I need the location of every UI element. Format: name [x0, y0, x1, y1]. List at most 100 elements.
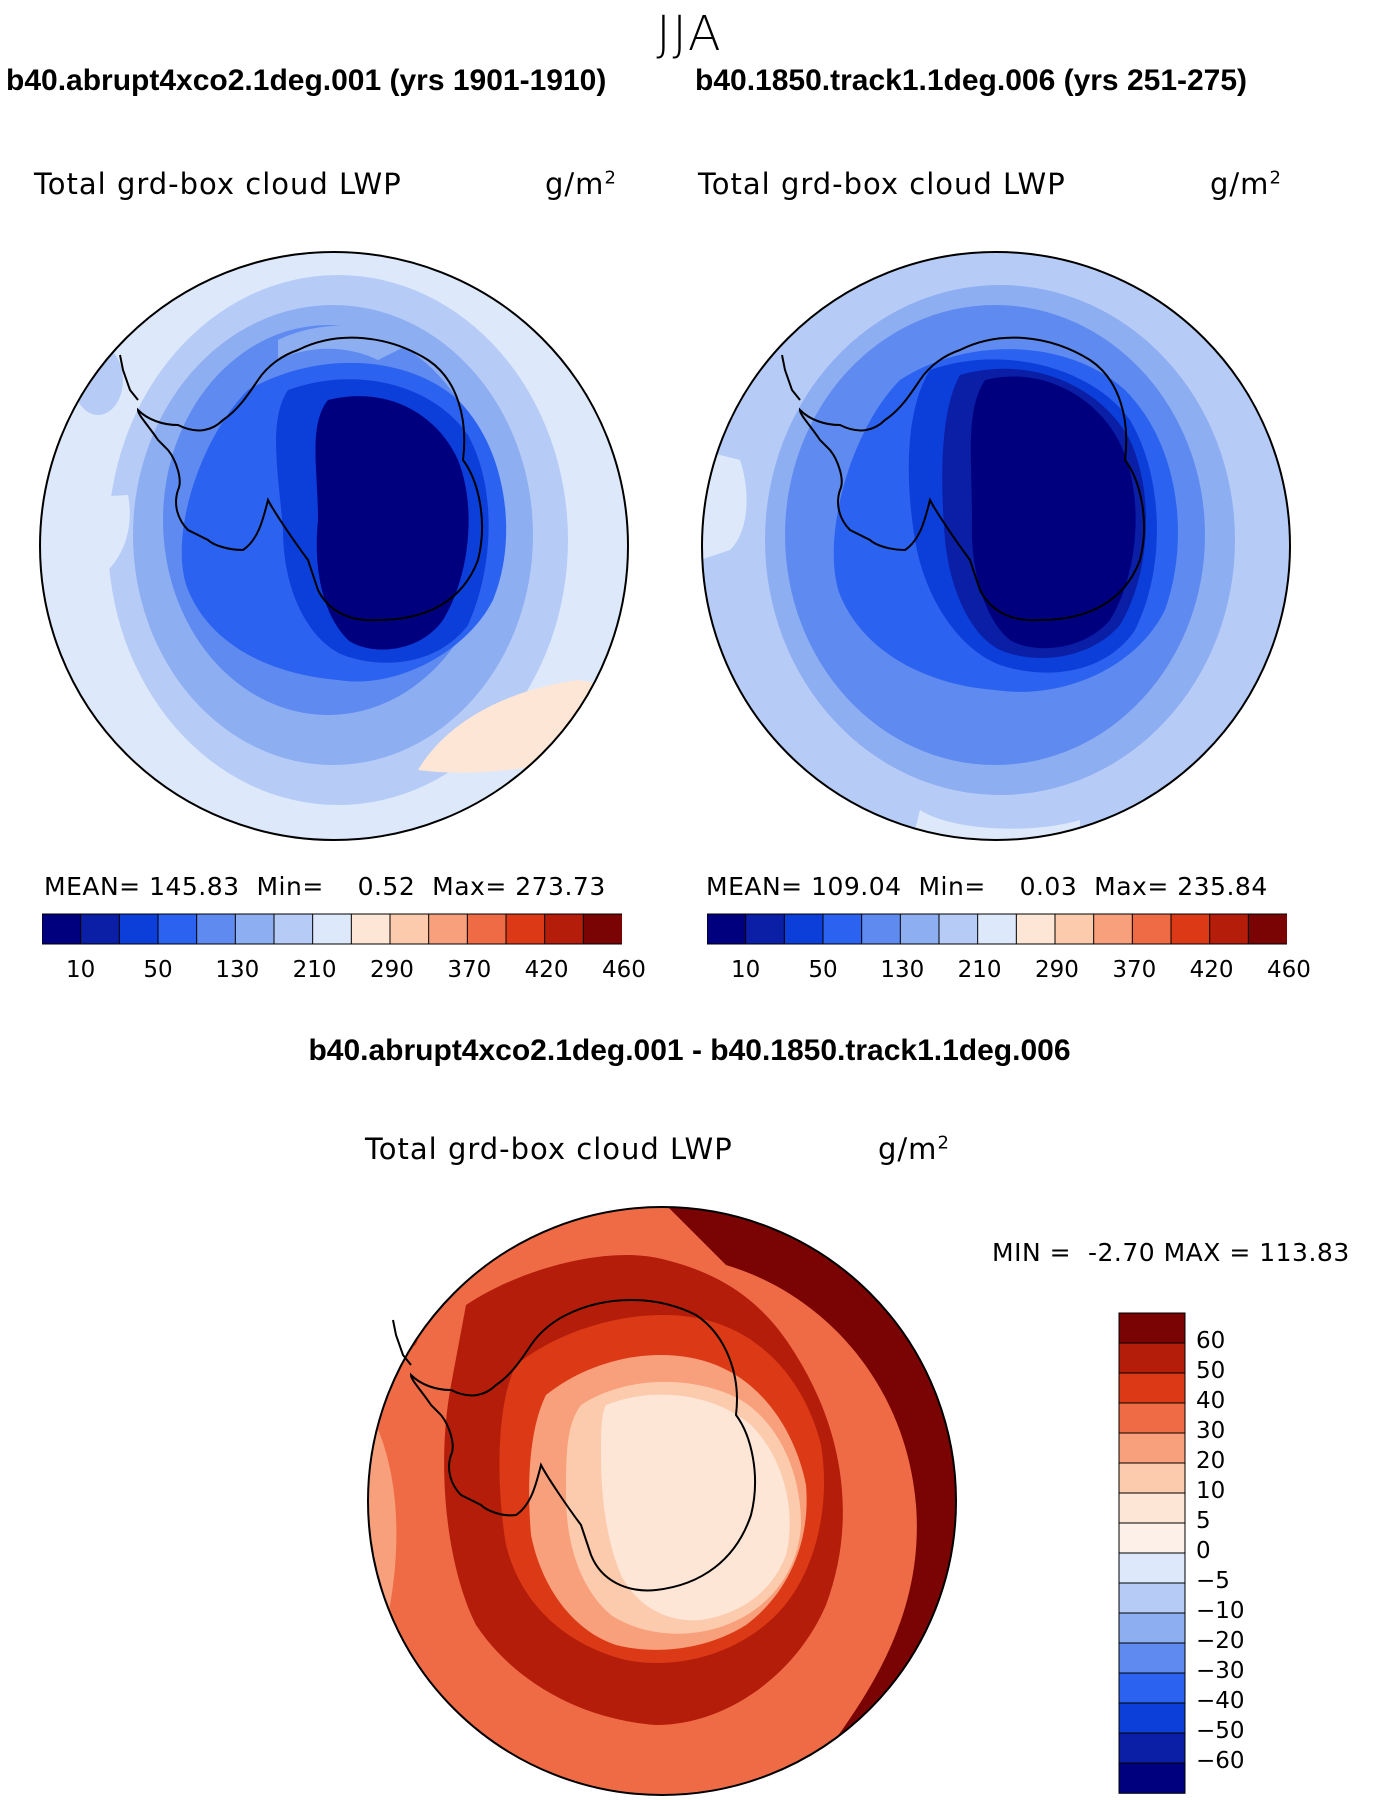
colorbar-tick-label: 40: [1196, 1388, 1226, 1414]
colorbar-swatch: [118, 913, 159, 945]
colorbar-tick-label: 460: [602, 957, 646, 983]
diff-colorbar-ticks: 60 50 40 30 20 10 5 0 −5 −10 −20 −30 −40 −50 −60: [1196, 1312, 1286, 1794]
colorbar-swatch: [1170, 913, 1211, 945]
colorbar-tick-label: 290: [370, 957, 414, 983]
panel-1-stats: MEAN= 145.83 Min= 0.52 Max= 273.73: [44, 872, 606, 901]
colorbar-swatch: [1118, 1342, 1186, 1374]
colorbar-swatch: [745, 913, 786, 945]
colorbar-tick-label: 130: [215, 957, 260, 983]
diff-title: b40.abrupt4xco2.1deg.001 - b40.1850.trac…: [308, 1034, 1071, 1067]
colorbar-tick-label: 60: [1196, 1328, 1226, 1354]
colorbar-swatch: [899, 913, 940, 945]
colorbar-swatch: [1118, 1522, 1186, 1554]
colorbar-swatch: [1118, 1492, 1186, 1524]
colorbar-swatch: [1118, 1732, 1186, 1764]
panel-2-boundary: [701, 251, 1291, 841]
colorbar-swatch: [1118, 1402, 1186, 1434]
colorbar-swatch: [1118, 1672, 1186, 1704]
panel-1-colorbar-ticks: 10 50 130 210 290 370 420 460: [42, 957, 646, 987]
panel-1-map: [39, 251, 629, 841]
panel-1-units: g/m2: [545, 167, 617, 201]
panel-2-variable: Total grd-box cloud LWP: [698, 167, 1066, 201]
colorbar-tick-label: 290: [1035, 957, 1079, 983]
colorbar-swatch: [783, 913, 824, 945]
panel-2-map: [701, 251, 1291, 841]
colorbar-swatch: [273, 913, 314, 945]
panel-1-contours: [40, 252, 628, 840]
colorbar-swatch: [234, 913, 275, 945]
diff-variable: Total grd-box cloud LWP: [365, 1132, 733, 1166]
diff-map: [367, 1206, 957, 1796]
colorbar-swatch: [1118, 1462, 1186, 1494]
colorbar-swatch: [1118, 1642, 1186, 1674]
panel-1-variable: Total grd-box cloud LWP: [34, 167, 402, 201]
colorbar-tick-label: 50: [143, 957, 173, 983]
colorbar-swatch: [1054, 913, 1095, 945]
panel-2-title: b40.1850.track1.1deg.006 (yrs 251-275): [695, 64, 1248, 97]
panel-1-colorbar: [42, 913, 622, 945]
colorbar-swatch: [1118, 1702, 1186, 1734]
colorbar-tick-label: 460: [1267, 957, 1311, 983]
diff-minmax: MIN = -2.70 MAX = 113.83: [992, 1238, 1350, 1267]
colorbar-swatch: [861, 913, 902, 945]
colorbar-tick-label: 10: [731, 957, 761, 983]
diff-units: g/m2: [878, 1132, 950, 1166]
colorbar-swatch: [80, 913, 121, 945]
colorbar-swatch: [428, 913, 469, 945]
colorbar-swatch: [938, 913, 979, 945]
colorbar-swatch: [1247, 913, 1287, 945]
colorbar-tick-label: 210: [292, 957, 337, 983]
colorbar-swatch: [157, 913, 198, 945]
colorbar-swatch: [544, 913, 585, 945]
colorbar-tick-label: 210: [957, 957, 1002, 983]
colorbar-tick-label: 370: [447, 957, 492, 983]
colorbar-tick-label: −60: [1196, 1748, 1245, 1774]
colorbar-swatch: [312, 913, 353, 945]
colorbar-swatch: [977, 913, 1018, 945]
colorbar-swatch: [1118, 1432, 1186, 1464]
colorbar-swatch: [389, 913, 430, 945]
panel-1-title: b40.abrupt4xco2.1deg.001 (yrs 1901-1910): [6, 64, 607, 97]
colorbar-tick-label: 10: [1196, 1478, 1226, 1504]
colorbar-swatch: [1015, 913, 1056, 945]
colorbar-tick-label: −5: [1196, 1568, 1230, 1594]
colorbar-tick-label: 10: [66, 957, 96, 983]
colorbar-tick-label: 370: [1112, 957, 1157, 983]
colorbar-swatch: [505, 913, 546, 945]
colorbar-tick-label: 420: [1189, 957, 1234, 983]
colorbar-swatch: [582, 913, 622, 945]
colorbar-swatch: [42, 913, 82, 945]
panel-2-units: g/m2: [1210, 167, 1282, 201]
colorbar-swatch: [466, 913, 507, 945]
page-title: JJA: [656, 6, 723, 62]
colorbar-tick-label: 50: [808, 957, 838, 983]
panel-2-stats: MEAN= 109.04 Min= 0.03 Max= 235.84: [706, 872, 1268, 901]
colorbar-swatch: [822, 913, 863, 945]
colorbar-tick-label: 0: [1196, 1538, 1211, 1564]
colorbar-swatch: [1118, 1312, 1186, 1344]
colorbar-swatch: [707, 913, 747, 945]
colorbar-tick-label: 130: [880, 957, 925, 983]
colorbar-tick-label: 30: [1196, 1418, 1226, 1444]
colorbar-tick-label: −30: [1196, 1658, 1245, 1684]
colorbar-swatch: [196, 913, 237, 945]
colorbar-tick-label: 50: [1196, 1358, 1226, 1384]
colorbar-swatch: [1131, 913, 1172, 945]
colorbar-swatch: [1209, 913, 1250, 945]
colorbar-swatch: [1118, 1612, 1186, 1644]
colorbar-tick-label: 5: [1196, 1508, 1211, 1534]
colorbar-swatch: [1093, 913, 1134, 945]
panel-1-boundary: [39, 251, 629, 841]
colorbar-tick-label: −50: [1196, 1718, 1245, 1744]
colorbar-swatch: [1118, 1582, 1186, 1614]
colorbar-tick-label: 420: [524, 957, 569, 983]
colorbar-swatch: [1118, 1762, 1186, 1794]
colorbar-tick-label: −20: [1196, 1628, 1245, 1654]
diff-colorbar: [1118, 1312, 1186, 1794]
colorbar-swatch: [350, 913, 391, 945]
panel-2-contours: [702, 252, 1290, 840]
panel-2-colorbar: [707, 913, 1287, 945]
colorbar-tick-label: −40: [1196, 1688, 1245, 1714]
colorbar-tick-label: 20: [1196, 1448, 1226, 1474]
colorbar-swatch: [1118, 1372, 1186, 1404]
